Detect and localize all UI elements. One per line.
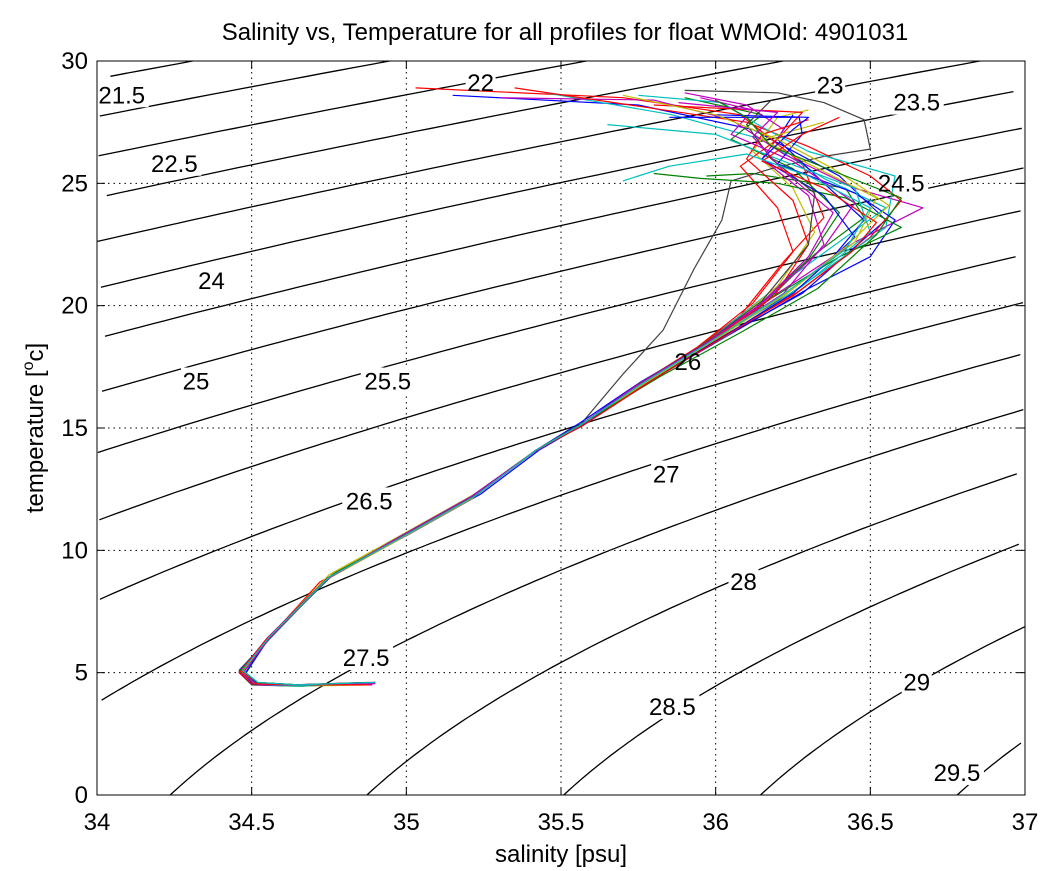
axis-ticks [96, 60, 1026, 796]
y-tick-label: 10 [61, 537, 88, 564]
isopycnal-line [100, 90, 1014, 288]
y-tick-labels: 0 5 10 15 20 25 30 [61, 48, 88, 809]
isopycnal-label-bg [360, 367, 415, 394]
profile-line [241, 124, 871, 687]
profile-line [238, 121, 878, 687]
isopycnal-label: 28 [730, 569, 757, 596]
isopycnal-label-bg [645, 692, 700, 719]
x-tick-label: 36.5 [847, 809, 894, 836]
isopycnal-line [101, 167, 1024, 392]
chart-title: Salinity vs, Temperature for all profile… [222, 19, 909, 46]
isopycnal-label-bg [929, 758, 984, 785]
y-tick-label: 25 [61, 170, 88, 197]
isopycnal-label: 25 [183, 369, 210, 396]
profile-line [238, 116, 878, 686]
x-tick-label: 34 [84, 809, 111, 836]
isopycnal-label-bg [651, 460, 682, 487]
profile-line [244, 116, 896, 686]
isopycnal-line [760, 626, 1025, 796]
profile-line [241, 172, 865, 686]
isopycnal-label-bg [339, 643, 394, 670]
isopycnal-label-bg [94, 81, 149, 108]
y-axis-label: temperature [oc] [20, 343, 49, 513]
profile-line [241, 104, 803, 686]
y-axis-label-main: temperature [ [22, 370, 49, 513]
isopycnal-line [104, 127, 1022, 337]
isopycnal-label: 26.5 [346, 488, 393, 515]
y-tick-label: 5 [75, 660, 88, 687]
y-axis-label-degree: o [20, 361, 37, 370]
profile-line [241, 97, 924, 686]
profile-line [241, 153, 871, 686]
isopycnal-label: 29.5 [934, 760, 981, 787]
profile-line [238, 114, 856, 686]
plot-area: 21.5 22 22.5 23 23.5 24 24.5 25 25.5 26 26.5 27 27.5… [94, 60, 1026, 796]
isopycnal-line [169, 408, 1024, 796]
profile-line [244, 87, 825, 687]
isopycnal-label-bg [728, 568, 759, 595]
isopycnal-line [366, 473, 1018, 796]
isopycnal-label-bg [196, 267, 227, 294]
y-tick-label: 20 [61, 293, 88, 320]
isopycnal-label: 25.5 [364, 369, 411, 396]
isopycnal-label: 27.5 [343, 645, 390, 672]
isopycnal-label: 22 [467, 70, 494, 97]
profile-lines [238, 87, 924, 687]
x-tick-label: 36 [702, 809, 729, 836]
isopycnal-label: 22.5 [151, 151, 198, 178]
isopycnal-line [956, 742, 1022, 796]
x-tick-label: 35.5 [538, 809, 585, 836]
x-axis-label: salinity [psu] [495, 841, 627, 868]
isopycnal-labels [94, 69, 984, 785]
isopycnal-label-bg [147, 149, 202, 176]
isopycnal-label-bg [889, 88, 944, 115]
y-tick-label: 30 [61, 48, 88, 75]
isopycnal-label: 23.5 [893, 90, 940, 117]
isopycnal-label: 24.5 [878, 170, 925, 197]
grid [97, 61, 1025, 795]
x-tick-label: 34.5 [228, 809, 275, 836]
isopycnal-line [98, 60, 587, 157]
isopycnal-label-bg [815, 71, 846, 98]
isopycnal-line [99, 301, 1024, 600]
isopycnal-line [97, 210, 1021, 454]
x-tick-label: 37 [1012, 809, 1039, 836]
isopycnal-label: 24 [198, 268, 225, 295]
isopycnal-line [101, 353, 1021, 701]
isopycnal-label-bg [180, 367, 211, 394]
isopycnal-line [110, 60, 193, 77]
isopycnal-label-bg [342, 487, 397, 514]
x-tick-labels: 34 34.5 35 35.5 36 36.5 37 [84, 809, 1039, 836]
y-axis-label-end: c] [22, 343, 49, 362]
isopycnal-label: 27 [653, 461, 680, 488]
profile-line [241, 99, 816, 686]
profile-line [241, 119, 810, 686]
y-tick-label: 0 [75, 782, 88, 809]
y-tick-label: 15 [61, 415, 88, 442]
isopycnal-label: 29 [903, 669, 930, 696]
isopycnal-label-bg [901, 668, 932, 695]
isopycnal-label: 21.5 [98, 82, 145, 109]
isopycnal-line [563, 543, 1020, 796]
isopycnal-label: 26 [674, 349, 701, 376]
isopycnal-line [106, 60, 784, 197]
profile-line [238, 89, 871, 687]
isopycnal-line [99, 256, 1016, 521]
isopycnal-label: 23 [817, 72, 844, 99]
x-tick-label: 35 [393, 809, 420, 836]
profile-line [241, 109, 816, 686]
isopycnal-label: 28.5 [649, 694, 696, 721]
